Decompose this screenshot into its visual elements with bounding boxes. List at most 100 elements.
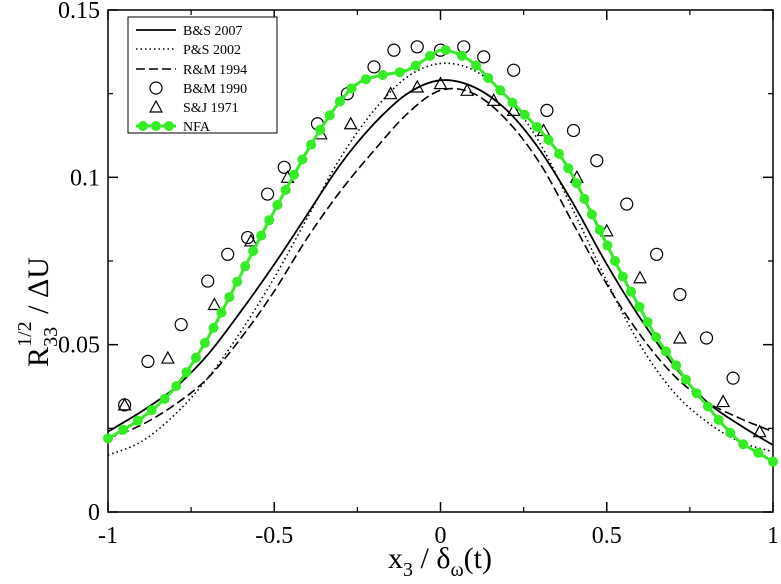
point-nfa [617, 271, 628, 282]
point-nfa [713, 414, 724, 425]
point-nfa [519, 109, 530, 120]
point-sj1971 [117, 397, 132, 411]
point-bm1990 [699, 331, 714, 345]
point-nfa [306, 139, 317, 150]
point-nfa [725, 427, 736, 438]
point-sj1971 [243, 233, 258, 247]
point-nfa [691, 388, 702, 399]
y-axis-title-tail: / ΔU [22, 257, 55, 322]
series-line-ps2002 [107, 62, 774, 456]
point-bm1990 [726, 371, 740, 385]
point-nfa [634, 301, 645, 312]
point-nfa [216, 307, 227, 318]
point-nfa [199, 337, 210, 348]
x-axis-title-end: (t) [464, 542, 492, 575]
point-bm1990 [457, 40, 471, 54]
point-nfa [671, 360, 682, 371]
point-nfa [159, 393, 170, 404]
point-sj1971 [160, 350, 175, 364]
legend-swatch-nfa-dot-3 [164, 121, 174, 131]
point-sj1971 [672, 330, 687, 344]
point-nfa [346, 83, 357, 94]
point-bm1990 [118, 398, 132, 412]
point-bm1990 [540, 103, 554, 118]
point-nfa [208, 322, 219, 333]
point-nfa [297, 154, 308, 165]
point-nfa [248, 246, 259, 256]
point-nfa [571, 178, 582, 189]
legend-label-rm1994: R&M 1994 [183, 63, 247, 78]
point-bm1990 [650, 247, 664, 261]
legend-label-bm1990: B&M 1990 [183, 82, 247, 97]
point-sj1971 [716, 394, 731, 408]
point-nfa [334, 96, 345, 107]
point-sj1971 [486, 93, 501, 106]
legend: B&S 2007 P&S 2002 R&M 1994 B&M 1990 S&J … [127, 16, 278, 135]
point-bm1990 [387, 43, 401, 57]
point-nfa [118, 424, 129, 435]
point-sj1971 [460, 83, 475, 96]
point-nfa [272, 200, 283, 210]
legend-swatch-nfa-dot-2 [151, 121, 161, 131]
point-nfa [753, 447, 764, 458]
point-nfa [738, 439, 749, 450]
y-axis-title-main: R [22, 347, 55, 367]
y-tick-label: 0 [88, 500, 100, 526]
legend-label-nfa: NFA [183, 120, 211, 135]
point-nfa [456, 50, 467, 61]
point-nfa [232, 276, 243, 287]
point-nfa [377, 70, 388, 80]
point-nfa [586, 209, 597, 220]
point-sj1971 [383, 86, 398, 100]
point-nfa [410, 60, 421, 71]
point-sj1971 [207, 297, 222, 311]
point-nfa [132, 415, 143, 426]
legend-label-bs2007: B&S 2007 [183, 24, 243, 39]
point-bm1990 [174, 317, 188, 332]
y-tick-label: 0.15 [58, 0, 100, 24]
point-nfa [594, 225, 605, 235]
point-sj1971 [433, 76, 448, 90]
point-nfa [394, 67, 405, 78]
y-tick-label: 0.05 [58, 333, 100, 359]
point-bm1990 [590, 154, 604, 168]
legend-frame [127, 16, 278, 134]
series-line-rm1994 [107, 87, 774, 440]
point-nfa [440, 45, 451, 55]
point-nfa [768, 456, 778, 467]
x-axis-title-tail: / δ [413, 542, 450, 575]
x-axis-title-sub: 3 [403, 559, 413, 581]
x-axis-title: x3 / δω(t) [388, 542, 492, 581]
y-tick-label: 0.1 [70, 165, 100, 191]
point-nfa [651, 332, 662, 343]
point-bm1990 [367, 60, 381, 74]
point-bm1990 [673, 287, 687, 302]
point-nfa [579, 193, 590, 204]
x-tick-label: 0.5 [592, 523, 622, 549]
point-nfa [642, 317, 653, 328]
point-nfa [495, 85, 506, 96]
point-sj1971 [752, 424, 767, 438]
point-nfa [602, 240, 613, 251]
point-sj1971 [410, 79, 425, 93]
point-nfa [190, 352, 201, 363]
point-bm1990 [566, 123, 581, 138]
point-sj1971 [632, 270, 648, 284]
y-axis-title: R331/2 / ΔU [14, 257, 62, 367]
point-nfa [681, 374, 691, 385]
point-nfa [315, 124, 326, 135]
point-bm1990 [241, 230, 255, 245]
point-nfa [256, 230, 267, 241]
point-nfa [324, 110, 335, 121]
y-axis-title-sub: 33 [40, 327, 62, 347]
x-tick-label: -1 [98, 523, 118, 549]
series-layer [103, 40, 778, 467]
point-nfa [626, 286, 636, 297]
point-nfa [264, 215, 275, 226]
point-nfa [289, 169, 300, 180]
point-nfa [240, 261, 251, 272]
point-nfa [702, 401, 713, 412]
point-bm1990 [261, 187, 275, 201]
point-bm1990 [141, 354, 155, 368]
